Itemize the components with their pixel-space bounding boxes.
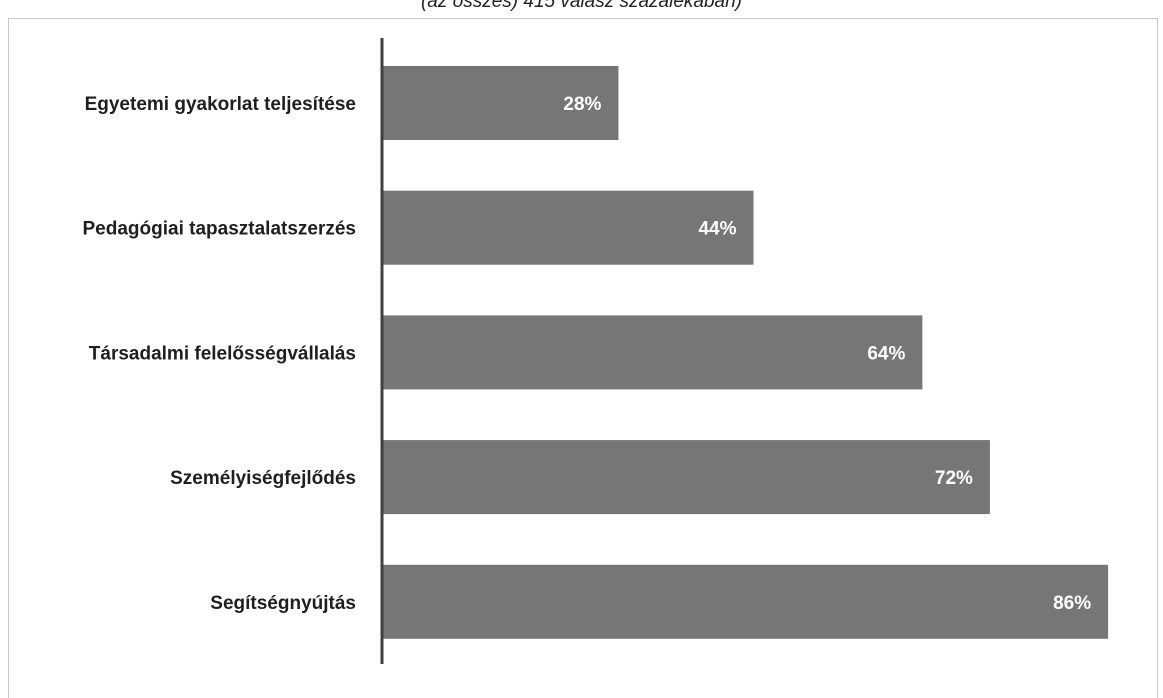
chart-frame bbox=[8, 18, 1158, 698]
chart-subtitle: (az összes) 415 válasz százalékában) bbox=[420, 0, 743, 12]
category-label: Társadalmi felelősségvállalás bbox=[89, 343, 356, 364]
category-label: Személyiségfejlődés bbox=[170, 468, 356, 489]
category-label: Egyetemi gyakorlat teljesítése bbox=[85, 94, 356, 115]
bar-2 bbox=[382, 190, 754, 265]
category-label: Segítségnyújtás bbox=[210, 593, 356, 614]
bar-4 bbox=[382, 440, 990, 515]
data-label: 28% bbox=[563, 94, 601, 115]
category-labels-layer: Egyetemi gyakorlat teljesítése Pedagógiai… bbox=[83, 94, 357, 614]
category-label: Pedagógiai tapasztalatszerzés bbox=[83, 219, 357, 240]
data-label: 44% bbox=[698, 219, 736, 240]
bar-1 bbox=[382, 66, 619, 140]
data-labels-layer: 28% 44% 64% 72% 86% bbox=[563, 94, 1091, 614]
bar-5 bbox=[382, 564, 1109, 639]
data-label: 86% bbox=[1053, 593, 1091, 614]
bar-3 bbox=[382, 315, 923, 390]
data-label: 64% bbox=[867, 343, 905, 364]
bars-layer bbox=[382, 66, 1109, 639]
data-label: 72% bbox=[935, 468, 973, 489]
